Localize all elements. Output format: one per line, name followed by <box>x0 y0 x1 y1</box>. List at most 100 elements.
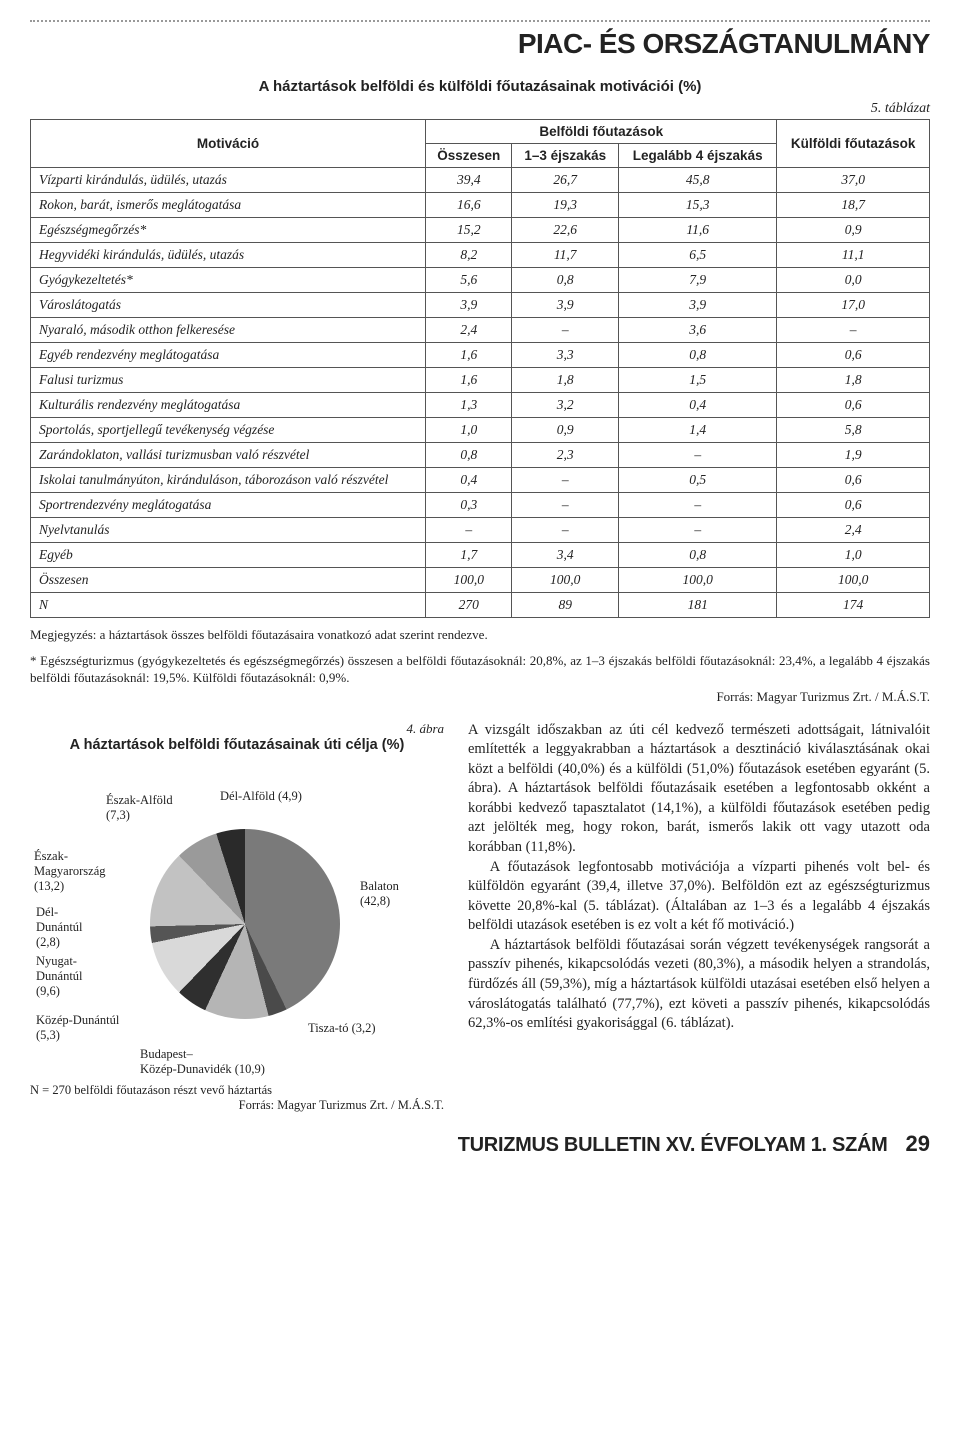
row-value: 100,0 <box>619 568 777 593</box>
row-value: – <box>777 318 930 343</box>
row-value: 181 <box>619 593 777 618</box>
row-value: 16,6 <box>426 193 512 218</box>
row-value: 11,1 <box>777 243 930 268</box>
row-label: Egyéb <box>31 543 426 568</box>
row-value: 1,0 <box>777 543 930 568</box>
row-value: – <box>619 493 777 518</box>
col-motivation: Motiváció <box>31 120 426 168</box>
row-label: Nyelvtanulás <box>31 518 426 543</box>
body-p2: A főutazások legfontosabb motivációja a … <box>468 858 930 936</box>
row-label: Egészségmegőrzés* <box>31 218 426 243</box>
row-value: 26,7 <box>512 168 619 193</box>
body-p3: A háztartások belföldi főutazásai során … <box>468 936 930 1034</box>
table-row: Egyéb1,73,40,81,0 <box>31 543 930 568</box>
row-label: Összesen <box>31 568 426 593</box>
row-value: 0,8 <box>619 343 777 368</box>
row-value: 100,0 <box>777 568 930 593</box>
pie-slice-label: Budapest–Közép-Dunavidék (10,9) <box>140 1047 265 1077</box>
row-value: 15,3 <box>619 193 777 218</box>
row-label: Zarándoklaton, vallási turizmusban való … <box>31 443 426 468</box>
row-label: Egyéb rendezvény meglátogatása <box>31 343 426 368</box>
table-title: A háztartások belföldi és külföldi főuta… <box>30 78 930 95</box>
table-row: Nyelvtanulás–––2,4 <box>31 518 930 543</box>
row-value: 0,4 <box>619 393 777 418</box>
row-value: 0,4 <box>426 468 512 493</box>
row-value: 3,4 <box>512 543 619 568</box>
table-row: Egyéb rendezvény meglátogatása1,63,30,80… <box>31 343 930 368</box>
pie-slice-label: Nyugat-Dunántúl(9,6) <box>36 954 83 999</box>
row-value: 8,2 <box>426 243 512 268</box>
row-label: Vízparti kirándulás, üdülés, utazás <box>31 168 426 193</box>
row-value: 37,0 <box>777 168 930 193</box>
table-row: Összesen100,0100,0100,0100,0 <box>31 568 930 593</box>
motivation-table: Motiváció Belföldi főutazások Külföldi f… <box>30 119 930 618</box>
pie-slice-label: Tisza-tó (3,2) <box>308 1021 376 1036</box>
footer-journal: TURIZMUS BULLETIN XV. ÉVFOLYAM 1. SZÁM <box>458 1134 888 1157</box>
row-value: 3,2 <box>512 393 619 418</box>
row-value: 100,0 <box>512 568 619 593</box>
pie-chart-wrap: Balaton(42,8)Tisza-tó (3,2)Budapest–Közé… <box>30 759 444 1079</box>
row-label: Sportolás, sportjellegű tevékenység végz… <box>31 418 426 443</box>
col-4plus: Legalább 4 éjszakás <box>619 144 777 168</box>
row-value: 0,3 <box>426 493 512 518</box>
figure-note: N = 270 belföldi főutazáson részt vevő h… <box>30 1083 444 1098</box>
row-value: 3,9 <box>426 293 512 318</box>
row-value: 3,9 <box>512 293 619 318</box>
row-value: 0,8 <box>512 268 619 293</box>
row-value: – <box>512 518 619 543</box>
table-row: Rokon, barát, ismerős meglátogatása16,61… <box>31 193 930 218</box>
row-value: 19,3 <box>512 193 619 218</box>
col-domestic-group: Belföldi főutazások <box>426 120 777 144</box>
row-value: 17,0 <box>777 293 930 318</box>
row-value: 11,7 <box>512 243 619 268</box>
row-label: Hegyvidéki kirándulás, üdülés, utazás <box>31 243 426 268</box>
row-value: 0,6 <box>777 468 930 493</box>
row-value: 0,5 <box>619 468 777 493</box>
row-label: Kulturális rendezvény meglátogatása <box>31 393 426 418</box>
row-label: Nyaraló, második otthon felkeresése <box>31 318 426 343</box>
table-row: Vízparti kirándulás, üdülés, utazás39,42… <box>31 168 930 193</box>
body-p1: A vizsgált időszakban az úti cél kedvező… <box>468 721 930 858</box>
footer-page: 29 <box>906 1131 930 1157</box>
row-value: 0,0 <box>777 268 930 293</box>
row-label: Gyógykezeltetés* <box>31 268 426 293</box>
table-row: Sportrendezvény meglátogatása0,3––0,6 <box>31 493 930 518</box>
table-note-2: * Egészségturizmus (gyógykezeltetés és e… <box>30 652 930 687</box>
col-total: Összesen <box>426 144 512 168</box>
table-row: Gyógykezeltetés*5,60,87,90,0 <box>31 268 930 293</box>
row-value: 22,6 <box>512 218 619 243</box>
body-text: A vizsgált időszakban az úti cél kedvező… <box>468 721 930 1113</box>
row-value: 1,5 <box>619 368 777 393</box>
row-value: 0,6 <box>777 393 930 418</box>
col-foreign: Külföldi főutazások <box>777 120 930 168</box>
row-value: 2,4 <box>426 318 512 343</box>
row-label: Sportrendezvény meglátogatása <box>31 493 426 518</box>
row-value: 0,8 <box>426 443 512 468</box>
row-value: 100,0 <box>426 568 512 593</box>
table-row: N27089181174 <box>31 593 930 618</box>
row-value: – <box>512 493 619 518</box>
table-tag: 5. táblázat <box>30 101 930 117</box>
table-row: Hegyvidéki kirándulás, üdülés, utazás8,2… <box>31 243 930 268</box>
row-value: 174 <box>777 593 930 618</box>
row-value: 15,2 <box>426 218 512 243</box>
row-label: Rokon, barát, ismerős meglátogatása <box>31 193 426 218</box>
row-value: 1,4 <box>619 418 777 443</box>
row-value: – <box>619 443 777 468</box>
row-value: 1,6 <box>426 343 512 368</box>
row-label: Iskolai tanulmányúton, kiránduláson, táb… <box>31 468 426 493</box>
table-row: Zarándoklaton, vallási turizmusban való … <box>31 443 930 468</box>
table-row: Városlátogatás3,93,93,917,0 <box>31 293 930 318</box>
table-note-1: Megjegyzés: a háztartások összes belföld… <box>30 626 930 644</box>
table-row: Falusi turizmus1,61,81,51,8 <box>31 368 930 393</box>
row-value: – <box>512 318 619 343</box>
row-value: 39,4 <box>426 168 512 193</box>
row-value: 1,0 <box>426 418 512 443</box>
row-value: – <box>512 468 619 493</box>
row-value: 0,6 <box>777 493 930 518</box>
figure-tag: 4. ábra <box>30 721 444 737</box>
pie-chart <box>150 829 340 1019</box>
row-value: 0,9 <box>512 418 619 443</box>
table-row: Iskolai tanulmányúton, kiránduláson, táb… <box>31 468 930 493</box>
row-value: 2,4 <box>777 518 930 543</box>
